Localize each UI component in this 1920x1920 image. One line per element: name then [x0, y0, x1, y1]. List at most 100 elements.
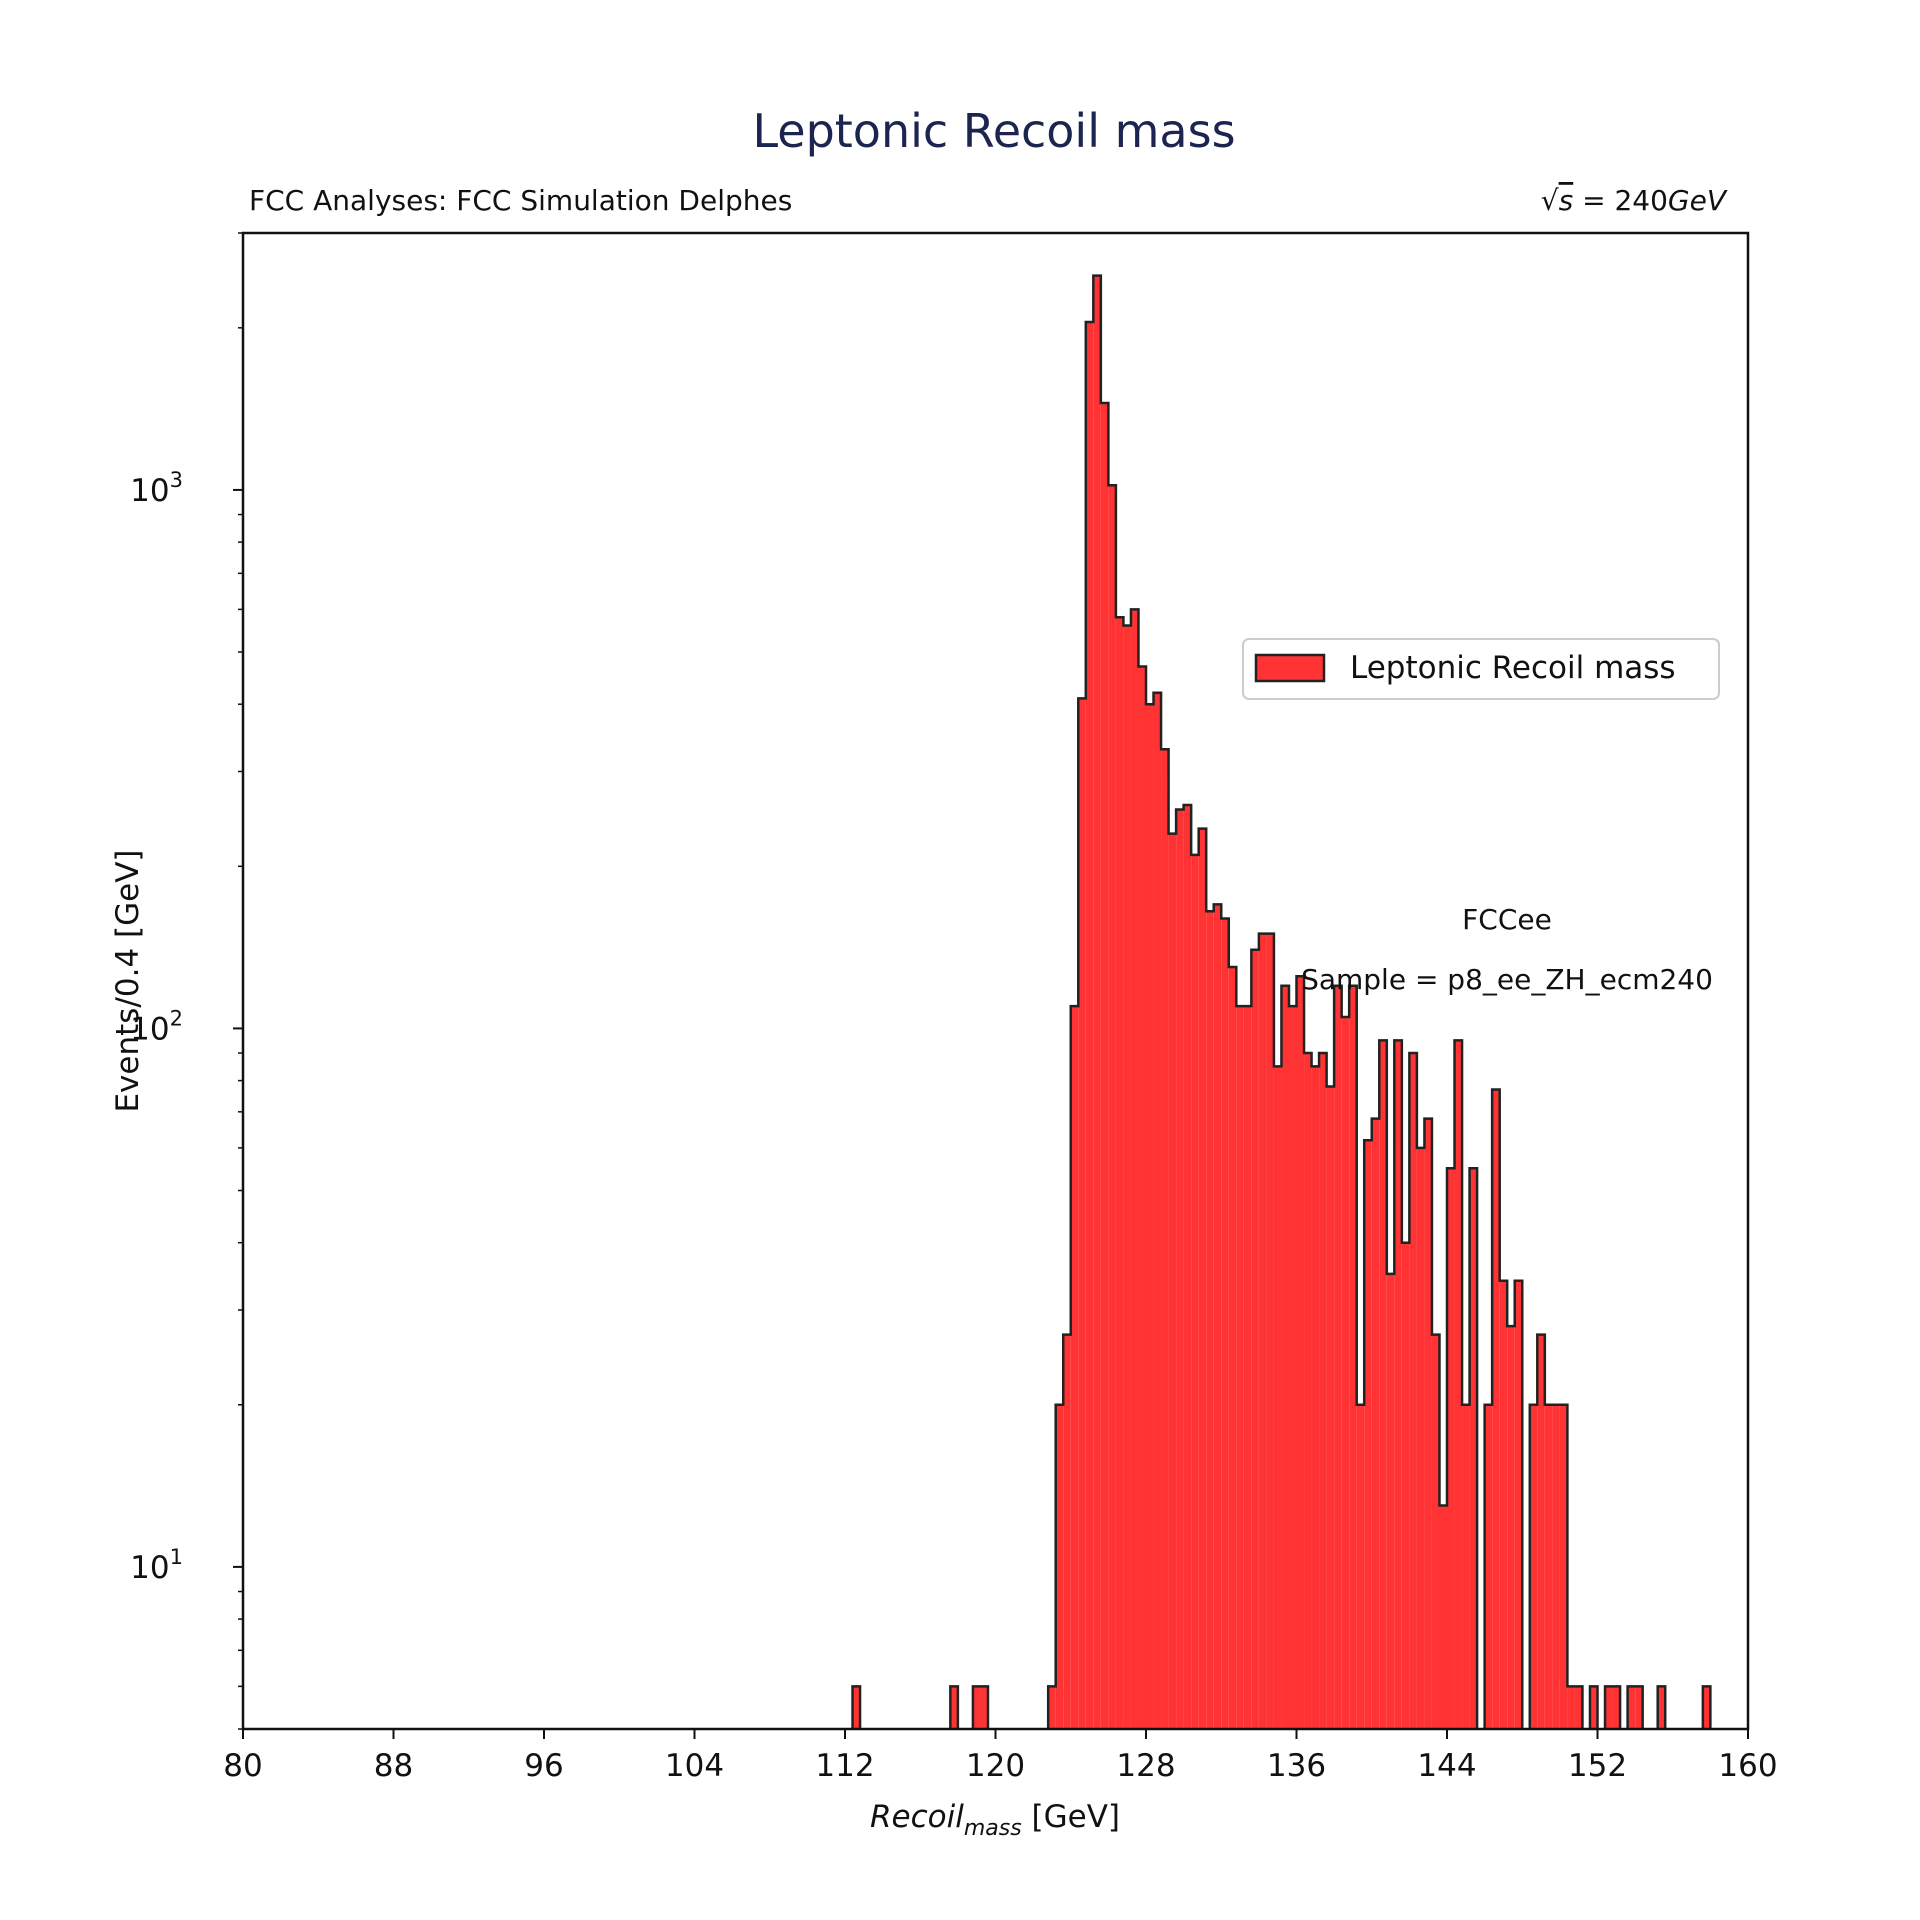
x-axis-label-unit: [GeV]: [1022, 1799, 1120, 1835]
legend: Leptonic Recoil mass: [1242, 638, 1720, 700]
annotation-detector: FCCee: [1462, 903, 1552, 936]
x-axis-label: Recoilmass [GeV]: [870, 1799, 1120, 1841]
histogram-outline: [971, 1685, 990, 1729]
histogram-bar: [852, 1686, 861, 1729]
x-tick-label: 120: [966, 1748, 1025, 1784]
x-tick-label: 160: [1718, 1748, 1777, 1784]
histogram-bar: [1529, 1404, 1538, 1729]
histogram-bar: [1537, 1334, 1545, 1729]
histogram-bar: [1146, 704, 1154, 1729]
histogram-outline: [1528, 1333, 1584, 1729]
histogram-bar: [1349, 985, 1357, 1729]
x-axis-label-main: Recoil: [870, 1799, 964, 1835]
annotation-sample: Sample = p8_ee_ZH_ecm240: [1301, 963, 1713, 996]
histogram-bar: [1176, 809, 1184, 1729]
histogram-bar: [1371, 1118, 1380, 1729]
sqrt-symbol: √: [1541, 184, 1559, 217]
histogram-bar: [1266, 933, 1274, 1729]
histogram-bar: [1439, 1505, 1447, 1729]
histogram-outline: [1626, 1685, 1644, 1729]
histogram-bar: [1552, 1404, 1560, 1729]
histogram-bar: [950, 1686, 958, 1729]
x-tick-label: 88: [374, 1748, 413, 1784]
histogram-bar: [1702, 1686, 1711, 1729]
histogram: [851, 274, 1712, 1730]
legend-label: Leptonic Recoil mass: [1350, 650, 1676, 686]
x-tick-label: 96: [524, 1748, 563, 1784]
x-tick-label: 128: [1116, 1748, 1175, 1784]
y-tick-label: 102: [130, 1006, 183, 1047]
histogram-bar: [1093, 275, 1101, 1729]
histogram-bar: [1394, 1040, 1402, 1729]
histogram-bar: [1416, 1147, 1425, 1729]
histogram-bar: [1627, 1686, 1636, 1729]
histogram-bar: [1326, 1086, 1335, 1729]
histogram-bar: [1288, 1006, 1297, 1729]
histogram-bar: [1198, 828, 1207, 1729]
histogram-outline: [851, 1685, 862, 1729]
histogram-outline: [1603, 1685, 1622, 1729]
histogram-bar: [1311, 1066, 1320, 1729]
histogram-bar: [1605, 1686, 1613, 1729]
histogram-bar: [1567, 1686, 1575, 1729]
histogram-bar: [1183, 804, 1192, 1729]
histogram-bar: [1364, 1140, 1372, 1729]
histogram-bar: [1055, 1404, 1064, 1729]
histogram-bar: [1356, 1404, 1365, 1729]
histogram-bar: [1191, 854, 1199, 1729]
histogram-bar: [1657, 1686, 1666, 1729]
histogram-bar: [1544, 1404, 1553, 1729]
histogram-bar: [1273, 1066, 1282, 1729]
histogram-bar: [1048, 1686, 1056, 1729]
subtitle-right: √s = 240GeV: [1541, 184, 1728, 217]
histogram-bar: [1206, 911, 1214, 1729]
histogram-bar: [1507, 1326, 1515, 1729]
energy-value: = 240: [1573, 184, 1668, 217]
histogram-bar: [1138, 666, 1146, 1729]
x-tick-label: 144: [1417, 1748, 1476, 1784]
y-axis-ticks: 101 102 103: [130, 232, 243, 1730]
histogram-outline: [1588, 1685, 1599, 1729]
histogram-outline: [1701, 1685, 1712, 1729]
histogram-bar: [1070, 1006, 1079, 1729]
histogram-bar: [1296, 976, 1305, 1729]
histogram-outline: [949, 1685, 960, 1729]
histogram-bar: [1236, 1006, 1244, 1729]
x-tick-label: 112: [815, 1748, 874, 1784]
histogram-bar: [1281, 985, 1289, 1729]
subtitle-left: FCC Analyses: FCC Simulation Delphes: [249, 184, 792, 217]
histogram-bar: [1341, 1017, 1350, 1729]
legend-swatch: [1254, 653, 1326, 683]
histogram-bar: [1161, 749, 1169, 1729]
histogram-bar: [1130, 609, 1139, 1729]
histogram-bar: [1078, 698, 1086, 1729]
histogram-outline: [1046, 274, 1479, 1729]
histogram-bar: [1401, 1242, 1410, 1729]
y-tick-label: 101: [130, 1545, 183, 1586]
histogram-bar: [1447, 1168, 1455, 1729]
histogram-bar: [972, 1686, 981, 1729]
histogram-bar: [1115, 617, 1124, 1729]
histogram-bar: [1258, 933, 1267, 1729]
sqrt-variable: s: [1559, 184, 1574, 217]
energy-unit: GeV: [1668, 184, 1728, 217]
histogram-bar: [1100, 403, 1109, 1730]
histogram-outline: [1656, 1685, 1667, 1729]
histogram-outline: [1483, 1088, 1524, 1729]
histogram-bar: [1431, 1334, 1440, 1729]
histogram-bar: [1589, 1686, 1598, 1729]
histogram-bar: [1123, 625, 1131, 1729]
histogram-bar: [1085, 322, 1094, 1729]
histogram-bar: [1499, 1280, 1508, 1729]
histogram-bar: [1492, 1089, 1500, 1729]
x-axis-label-sub: mass: [964, 1816, 1022, 1841]
histogram-bar: [1213, 904, 1222, 1729]
x-tick-label: 80: [223, 1748, 262, 1784]
histogram-bar: [1559, 1404, 1568, 1729]
histogram-bar: [1334, 985, 1342, 1729]
histogram-bar: [1319, 1053, 1327, 1729]
histogram-bar: [1243, 1006, 1252, 1729]
histogram-bar: [1454, 1040, 1463, 1729]
histogram-bar: [1484, 1404, 1493, 1729]
